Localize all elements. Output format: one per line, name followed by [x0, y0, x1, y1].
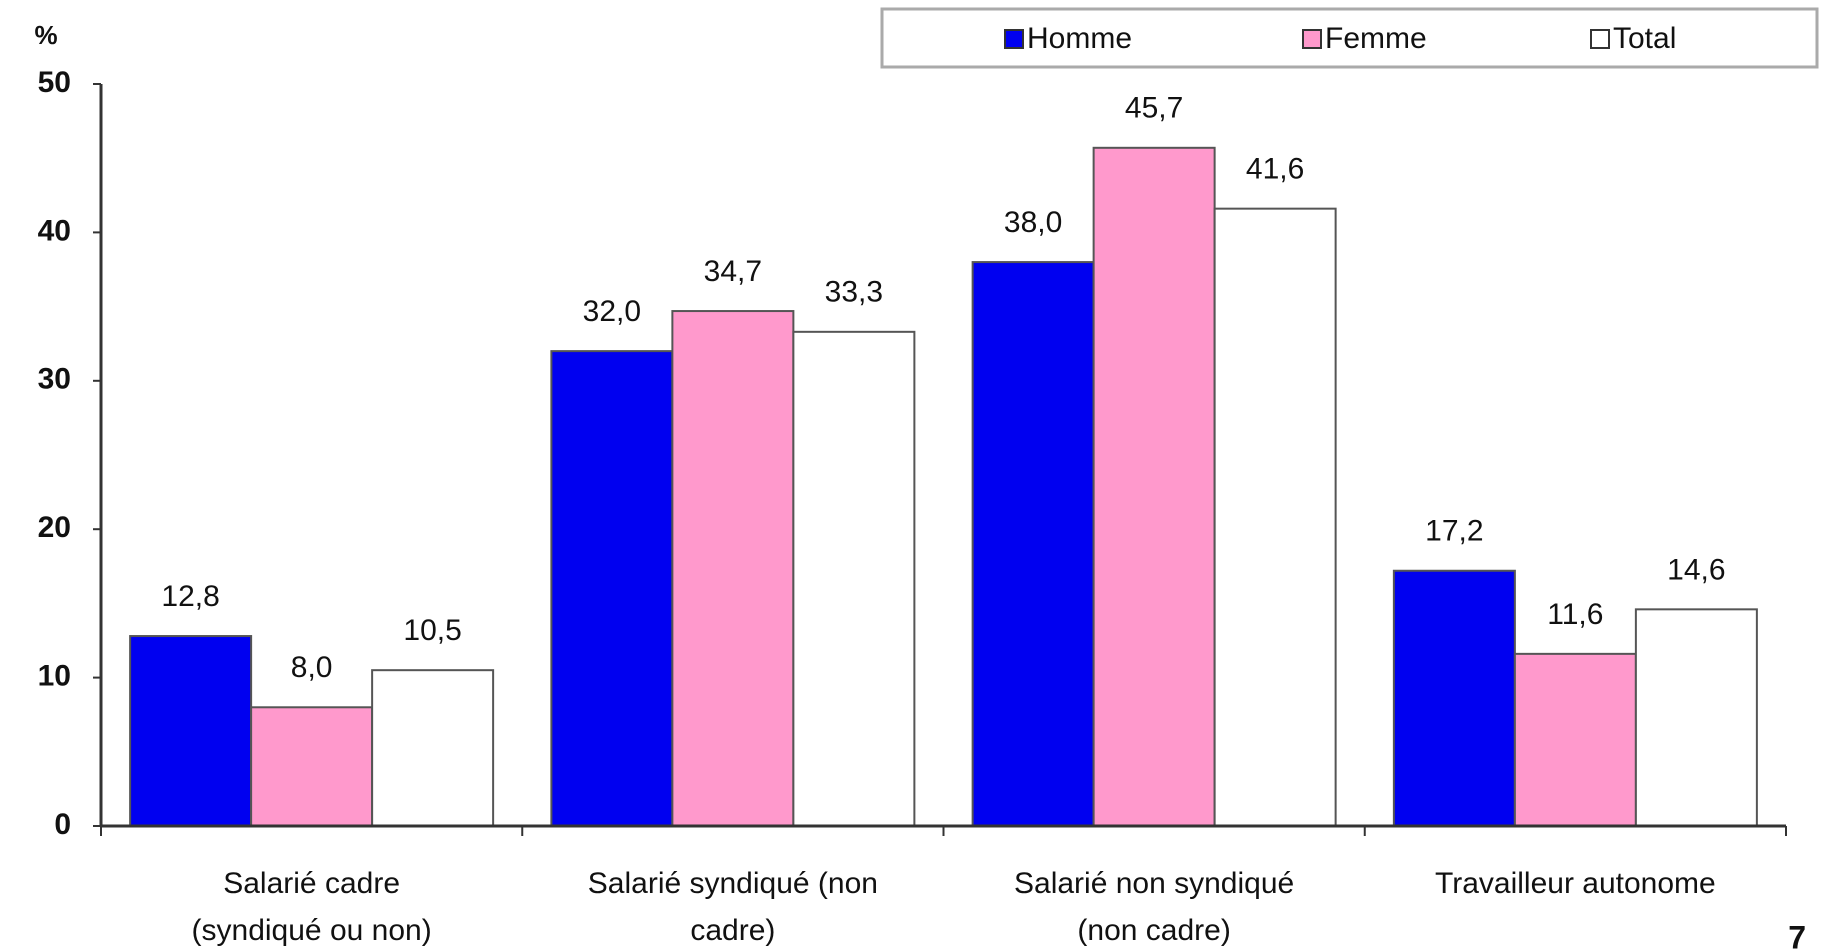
x-tick-label: Travailleur autonome [1435, 867, 1716, 900]
bar [250, 706, 374, 828]
legend-label: Homme [1027, 22, 1132, 55]
bar [129, 635, 253, 827]
bar [550, 350, 674, 827]
value-label: 8,0 [291, 651, 333, 684]
page-number: 7 [1788, 919, 1806, 952]
legend-label: Total [1613, 22, 1676, 55]
bar [671, 310, 795, 827]
bar [371, 669, 495, 827]
value-label: 10,5 [403, 614, 461, 647]
x-tick-label: Salarié cadre [223, 867, 400, 900]
x-tick-label: cadre) [690, 914, 775, 947]
legend-box [880, 7, 1819, 69]
x-tick-label: (syndiqué ou non) [192, 914, 432, 947]
y-axis-label: % [34, 20, 57, 50]
value-label: 38,0 [1004, 206, 1062, 239]
x-tick-label: Salarié non syndiqué [1014, 867, 1294, 900]
legend-swatch [1590, 29, 1610, 49]
legend-swatch [1004, 29, 1024, 49]
y-tick-label: 50 [38, 66, 71, 99]
y-tick-label: 0 [54, 808, 71, 841]
value-label: 41,6 [1246, 153, 1304, 186]
y-tick-label: 10 [38, 660, 71, 693]
bar [1513, 652, 1637, 828]
legend-label: Femme [1325, 22, 1427, 55]
bar [792, 330, 916, 827]
value-label: 45,7 [1125, 92, 1183, 125]
value-label: 34,7 [704, 255, 762, 288]
x-tick-label: (non cadre) [1077, 914, 1230, 947]
y-tick-label: 30 [38, 363, 71, 396]
y-tick-label: 20 [38, 511, 71, 544]
value-label: 32,0 [583, 295, 641, 328]
value-label: 17,2 [1425, 515, 1483, 548]
bar [1392, 569, 1516, 828]
bar [1092, 146, 1216, 827]
legend-swatch [1302, 29, 1322, 49]
bar [1213, 207, 1337, 827]
value-label: 11,6 [1547, 598, 1603, 631]
bar [971, 261, 1095, 827]
y-tick-label: 40 [38, 214, 71, 247]
value-label: 12,8 [161, 580, 219, 613]
value-label: 33,3 [825, 276, 883, 309]
x-tick-label: Salarié syndiqué (non [588, 867, 878, 900]
value-label: 14,6 [1667, 553, 1725, 586]
bar [1634, 608, 1758, 827]
